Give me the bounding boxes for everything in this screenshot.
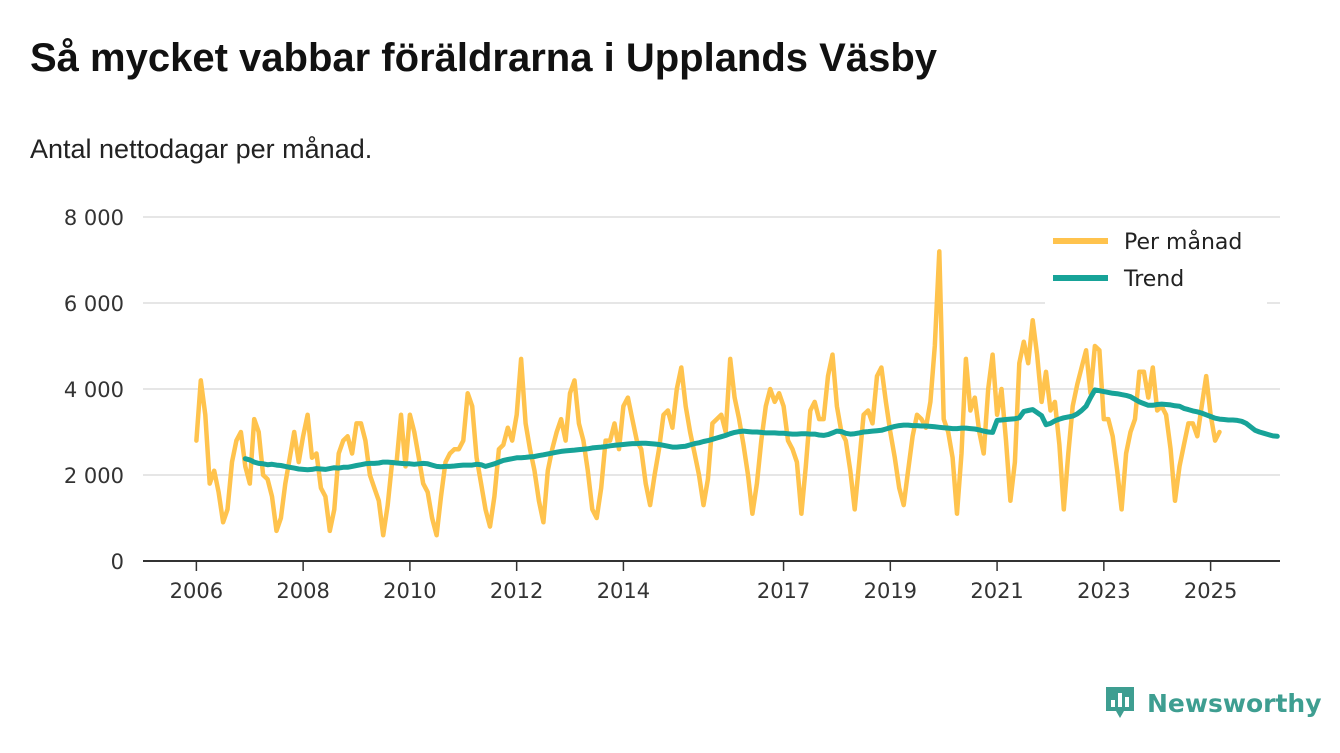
y-tick-label: 2 000	[64, 464, 124, 488]
series-line-trend	[242, 387, 1280, 473]
x-tick-label: 2017	[757, 579, 810, 603]
brand-name: Newsworthy	[1147, 688, 1322, 718]
x-axis: 2006 2008 2010 2012 2014 2017 2019 2021 2023 2025	[143, 560, 1280, 603]
y-tick-label: 0	[111, 550, 124, 574]
x-tick-label: 2012	[490, 579, 543, 603]
x-tick-label: 2025	[1184, 579, 1237, 603]
newsworthy-logo-icon	[1106, 687, 1134, 718]
y-tick-label: 8 000	[64, 206, 124, 230]
newsworthy-logo[interactable]: Newsworthy	[1103, 684, 1322, 722]
x-tick-label: 2006	[170, 579, 223, 603]
y-tick-label: 6 000	[64, 292, 124, 316]
x-tick-label: 2023	[1077, 579, 1130, 603]
x-tick-label: 2010	[383, 579, 436, 603]
legend-label-trend: Trend	[1123, 267, 1184, 292]
legend-label-monthly: Per månad	[1124, 229, 1242, 255]
y-tick-label: 4 000	[64, 378, 124, 402]
y-axis-ticks: 0 2 000 4 000 6 000 8 000	[64, 206, 124, 574]
legend: Per månad Trend	[1045, 222, 1267, 304]
x-tick-label: 2021	[970, 579, 1023, 603]
x-tick-label: 2008	[276, 579, 329, 603]
chart-subtitle: Antal nettodagar per månad.	[30, 134, 373, 164]
series-lines	[194, 249, 1280, 538]
legend-background	[1045, 222, 1267, 304]
series-line-monthly	[194, 249, 1222, 538]
x-tick-label: 2014	[597, 579, 650, 603]
chart-title: Så mycket vabbar föräldrarna i Upplands …	[30, 36, 938, 80]
x-tick-label: 2019	[864, 579, 917, 603]
